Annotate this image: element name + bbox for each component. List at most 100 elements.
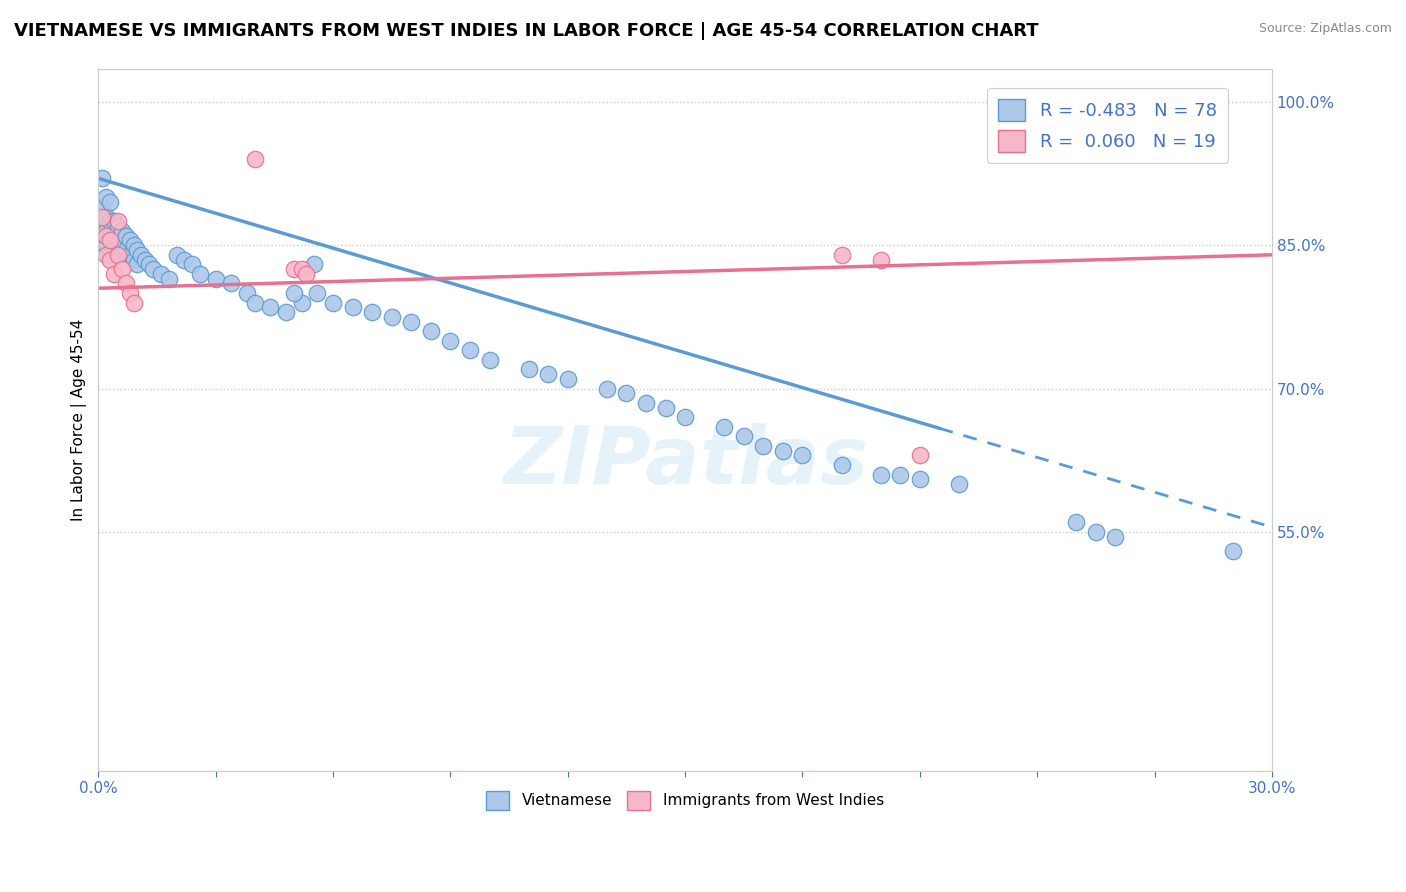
Point xyxy=(98,195,121,210)
Point xyxy=(634,396,657,410)
Point xyxy=(283,286,305,301)
Point xyxy=(188,267,211,281)
Point xyxy=(283,262,305,277)
Point xyxy=(131,248,153,262)
Point xyxy=(91,200,114,214)
Point xyxy=(142,262,165,277)
Point xyxy=(673,410,696,425)
Point xyxy=(96,248,118,262)
Point xyxy=(557,372,579,386)
Point xyxy=(458,343,481,358)
Point xyxy=(118,248,141,262)
Point xyxy=(103,267,125,281)
Point xyxy=(96,224,118,238)
Point xyxy=(181,257,204,271)
Point xyxy=(111,224,134,238)
Point xyxy=(1084,524,1107,539)
Point xyxy=(127,257,149,271)
Point xyxy=(1104,530,1126,544)
Point xyxy=(114,228,136,243)
Point xyxy=(908,449,931,463)
Point xyxy=(111,262,134,277)
Point xyxy=(831,248,853,262)
Legend: Vietnamese, Immigrants from West Indies: Vietnamese, Immigrants from West Indies xyxy=(481,785,890,815)
Point xyxy=(478,352,501,367)
Point xyxy=(291,295,314,310)
Point xyxy=(307,286,329,301)
Point xyxy=(107,248,129,262)
Point xyxy=(616,386,638,401)
Point xyxy=(294,267,316,281)
Point xyxy=(236,286,259,301)
Point xyxy=(517,362,540,376)
Point xyxy=(96,190,118,204)
Point xyxy=(439,334,461,348)
Point xyxy=(221,277,243,291)
Point xyxy=(96,210,118,224)
Point xyxy=(401,315,423,329)
Point xyxy=(537,368,560,382)
Point xyxy=(1066,516,1088,530)
Point xyxy=(381,310,404,324)
Point xyxy=(733,429,755,443)
Point xyxy=(98,248,121,262)
Point xyxy=(243,295,266,310)
Point xyxy=(302,257,325,271)
Point xyxy=(204,271,226,285)
Point xyxy=(91,171,114,186)
Point xyxy=(107,214,129,228)
Point xyxy=(869,467,891,482)
Point xyxy=(96,228,118,243)
Point xyxy=(259,301,281,315)
Point xyxy=(103,228,125,243)
Point xyxy=(91,214,114,228)
Point xyxy=(98,252,121,267)
Point xyxy=(134,252,156,267)
Point xyxy=(1222,544,1244,558)
Point xyxy=(322,295,344,310)
Point xyxy=(138,257,160,271)
Point xyxy=(122,238,145,252)
Point xyxy=(118,234,141,248)
Point xyxy=(869,252,891,267)
Point xyxy=(122,295,145,310)
Y-axis label: In Labor Force | Age 45-54: In Labor Force | Age 45-54 xyxy=(72,318,87,521)
Point xyxy=(948,477,970,491)
Point xyxy=(103,214,125,228)
Text: Source: ZipAtlas.com: Source: ZipAtlas.com xyxy=(1258,22,1392,36)
Point xyxy=(243,153,266,167)
Point xyxy=(98,228,121,243)
Point xyxy=(114,243,136,257)
Point xyxy=(889,467,911,482)
Point xyxy=(291,262,314,277)
Point xyxy=(111,238,134,252)
Point xyxy=(107,248,129,262)
Point xyxy=(361,305,384,319)
Point xyxy=(596,382,619,396)
Point xyxy=(96,238,118,252)
Point xyxy=(103,243,125,257)
Point xyxy=(792,449,814,463)
Point xyxy=(713,419,735,434)
Point xyxy=(149,267,172,281)
Text: VIETNAMESE VS IMMIGRANTS FROM WEST INDIES IN LABOR FORCE | AGE 45-54 CORRELATION: VIETNAMESE VS IMMIGRANTS FROM WEST INDIE… xyxy=(14,22,1039,40)
Point xyxy=(157,271,180,285)
Point xyxy=(342,301,364,315)
Point xyxy=(118,286,141,301)
Point xyxy=(419,324,441,338)
Point xyxy=(166,248,188,262)
Point xyxy=(173,252,195,267)
Point xyxy=(107,219,129,234)
Point xyxy=(831,458,853,472)
Point xyxy=(772,443,794,458)
Point xyxy=(107,234,129,248)
Point xyxy=(127,243,149,257)
Point xyxy=(122,252,145,267)
Point xyxy=(98,234,121,248)
Point xyxy=(752,439,775,453)
Text: ZIPatlas: ZIPatlas xyxy=(502,423,868,500)
Point xyxy=(91,210,114,224)
Point xyxy=(98,214,121,228)
Point xyxy=(274,305,297,319)
Point xyxy=(114,277,136,291)
